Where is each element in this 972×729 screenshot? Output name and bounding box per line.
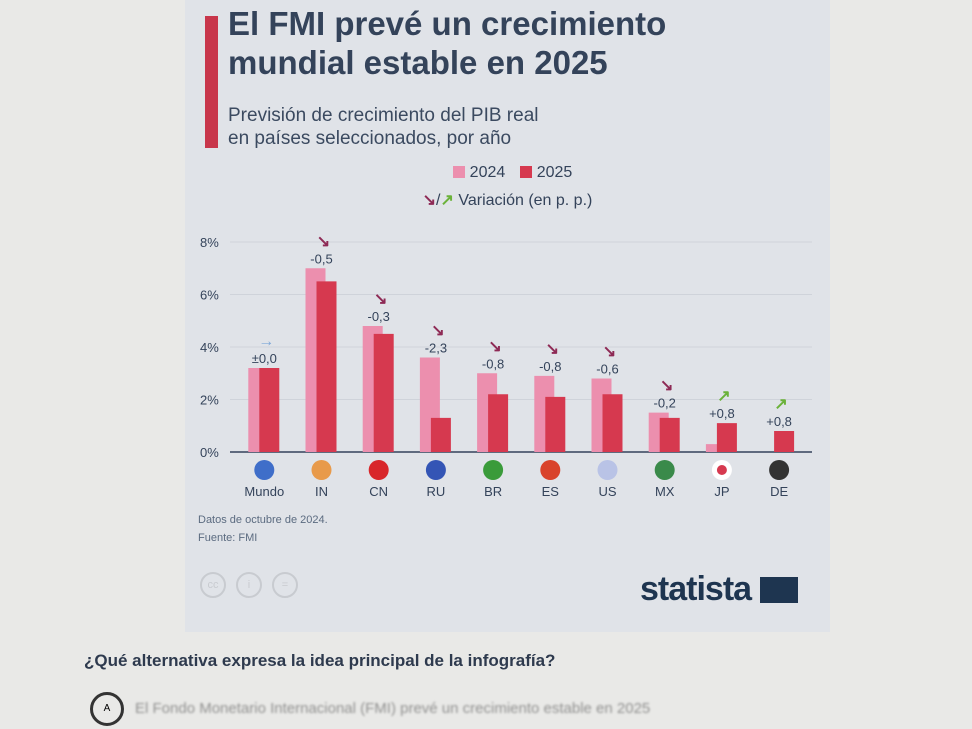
y-tick-label: 0% bbox=[200, 445, 219, 460]
up-arrow-icon: ↗ bbox=[717, 388, 730, 405]
down-arrow-icon: ↘ bbox=[546, 341, 559, 358]
down-arrow-icon: ↘ bbox=[422, 192, 437, 209]
flag-icon bbox=[254, 460, 275, 480]
variation-label: -0,8 bbox=[482, 356, 504, 371]
down-arrow-icon: ↘ bbox=[374, 291, 387, 308]
variation-label: -0,8 bbox=[539, 359, 561, 374]
variation-label: -0,5 bbox=[310, 251, 332, 266]
statista-logo-icon bbox=[759, 577, 798, 603]
down-arrow-icon: ↘ bbox=[317, 233, 330, 250]
chart-title: El FMI prevé un crecimiento mundial esta… bbox=[228, 5, 667, 81]
bar-2025 bbox=[659, 417, 680, 452]
statista-logo[interactable]: statista bbox=[640, 570, 798, 609]
x-tick-label: Mundo bbox=[244, 484, 284, 499]
subtitle-line-2: en países seleccionados, por año bbox=[228, 128, 512, 149]
legend-label-2024: 2024 bbox=[469, 164, 506, 181]
up-arrow-icon: ↗ bbox=[774, 396, 787, 413]
flag-icon bbox=[483, 460, 504, 480]
x-tick-label: US bbox=[598, 484, 616, 499]
question-text: ¿Qué alternativa expresa la idea princip… bbox=[84, 651, 556, 670]
x-tick-label: DE bbox=[770, 484, 788, 499]
bar-2025 bbox=[430, 417, 451, 452]
bar-2025 bbox=[316, 281, 337, 452]
bar-2025 bbox=[373, 333, 394, 452]
variation-label: -2,3 bbox=[425, 341, 447, 356]
data-note: Datos de octubre de 2024. bbox=[198, 514, 328, 526]
x-tick-label: IN bbox=[315, 484, 328, 499]
option-a-text[interactable]: El Fondo Monetario Internacional (FMI) p… bbox=[135, 700, 651, 717]
source-note: Fuente: FMI bbox=[198, 532, 258, 544]
flag-icon bbox=[540, 460, 561, 480]
down-arrow-icon: ↘ bbox=[660, 378, 673, 395]
bar-2025 bbox=[716, 423, 737, 452]
variation-label: -0,2 bbox=[653, 396, 675, 411]
legend-variation-label: Variación (en p. p.) bbox=[458, 192, 593, 209]
y-tick-label: 2% bbox=[200, 393, 219, 408]
bar-2025 bbox=[545, 396, 566, 452]
up-arrow-icon: ↗ bbox=[440, 192, 454, 209]
legend-variation: ↘/↗ Variación (en p. p.) bbox=[422, 192, 593, 209]
flag-icon bbox=[597, 460, 618, 480]
chart-subtitle: Previsión de crecimiento del PIB real en… bbox=[228, 104, 538, 150]
x-tick-label: MX bbox=[655, 484, 675, 499]
no-derivatives-icon: = bbox=[272, 572, 298, 598]
bar-2025 bbox=[774, 431, 795, 452]
y-tick-label: 8% bbox=[200, 235, 219, 250]
variation-label: +0,8 bbox=[766, 414, 792, 429]
x-tick-label: ES bbox=[542, 484, 560, 499]
flat-arrow-icon: → bbox=[258, 333, 274, 350]
flag-jp-disc bbox=[716, 465, 727, 475]
x-tick-label: BR bbox=[484, 484, 502, 499]
legend: 2024 2025 bbox=[185, 164, 830, 182]
attribution-icon: i bbox=[236, 572, 262, 598]
variation-label: ±0,0 bbox=[252, 351, 277, 366]
down-arrow-icon: ↘ bbox=[431, 323, 444, 340]
y-tick-label: 4% bbox=[200, 340, 219, 355]
variation-label: +0,8 bbox=[709, 406, 735, 421]
variation-label: -0,3 bbox=[367, 309, 389, 324]
bar-2025 bbox=[259, 368, 280, 452]
cc-license-icon: cc bbox=[200, 572, 226, 598]
infographic-card bbox=[185, 0, 830, 632]
flag-icon bbox=[368, 460, 389, 480]
down-arrow-icon: ↘ bbox=[603, 344, 616, 361]
bar-2024 bbox=[705, 444, 726, 452]
x-tick-label: RU bbox=[427, 484, 446, 499]
legend-swatch-2024 bbox=[452, 166, 465, 178]
variation-label: -0,6 bbox=[596, 362, 618, 377]
flag-icon bbox=[654, 460, 675, 480]
flag-icon bbox=[769, 460, 790, 480]
option-a-radio[interactable]: A bbox=[90, 692, 124, 726]
y-tick-label: 6% bbox=[200, 288, 219, 303]
subtitle-line-1: Previsión de crecimiento del PIB real bbox=[228, 105, 539, 126]
legend-label-2025: 2025 bbox=[536, 164, 573, 181]
flag-icon bbox=[425, 460, 446, 480]
bar-2025 bbox=[602, 394, 623, 452]
legend-swatch-2025 bbox=[519, 166, 532, 178]
x-tick-label: JP bbox=[714, 484, 729, 499]
down-arrow-icon: ↘ bbox=[488, 338, 501, 355]
flag-icon bbox=[311, 460, 332, 480]
bar-2025 bbox=[488, 394, 509, 452]
accent-bar bbox=[205, 16, 218, 148]
x-tick-label: CN bbox=[369, 484, 388, 499]
